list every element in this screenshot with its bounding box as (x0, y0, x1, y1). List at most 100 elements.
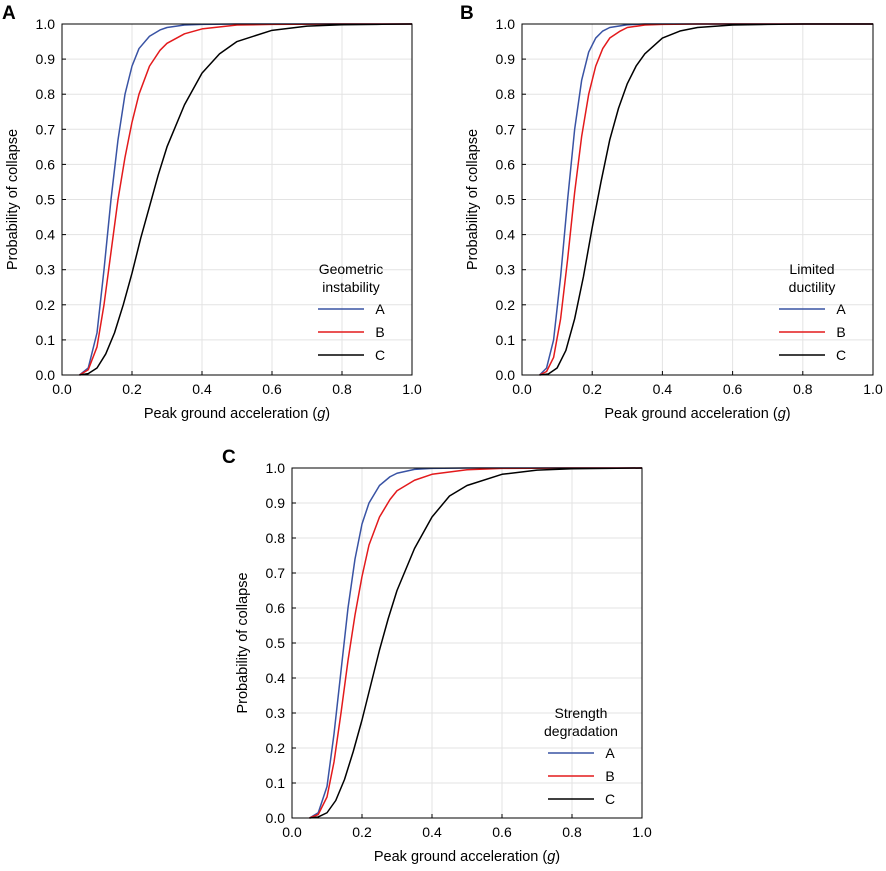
y-tick-label: 0.1 (266, 775, 286, 791)
y-tick-label: 0.8 (36, 86, 56, 102)
y-tick-label: 0.0 (266, 810, 286, 826)
x-tick-label: 0.8 (332, 381, 352, 397)
y-tick-label: 0.9 (496, 51, 516, 67)
panel-letter: A (2, 3, 16, 24)
y-axis-title: Probability of collapse (235, 572, 251, 713)
legend-label-b: B (836, 324, 845, 340)
y-tick-label: 0.7 (36, 121, 56, 137)
legend-title-line: degradation (544, 723, 618, 739)
x-tick-label: 0.6 (262, 381, 282, 397)
legend-title-line: Limited (789, 261, 834, 277)
legend: Strength degradation ABC (544, 705, 618, 807)
legend-label-c: C (836, 347, 846, 363)
y-tick-label: 1.0 (266, 460, 286, 476)
series-line-c (309, 467, 643, 819)
y-tick-label: 0.6 (36, 156, 56, 172)
y-tick-label: 0.3 (36, 262, 56, 278)
x-tick-label: 0.8 (562, 824, 582, 840)
legend-label-c: C (605, 791, 615, 807)
x-axis-title-text: Peak ground acceleration (144, 406, 308, 422)
y-tick-label: 0.5 (36, 192, 56, 208)
y-tick-label: 0.3 (496, 262, 516, 278)
x-axis-title-paren-close: ) (325, 406, 330, 422)
chart-panel-a: A 0.0 0.2 0.4 0.6 0.8 1.0 0.0 0.1 0.2 0.3 0.4 0.5 0.6… (2, 3, 422, 422)
x-tick-label: 0.4 (653, 381, 673, 397)
legend-title-line: Strength (555, 705, 608, 721)
series-line-b (539, 23, 873, 376)
x-axis-title-text: Peak ground acceleration (374, 849, 538, 865)
legend-label-c: C (375, 347, 385, 363)
x-axis-title: Peak ground acceleration (g) (144, 406, 330, 422)
legend-label-b: B (605, 768, 614, 784)
y-tick-label: 0.6 (266, 600, 286, 616)
chart-panel-b: B 0.0 0.2 0.4 0.6 0.8 1.0 0.0 0.1 0.2 0.3 0.4 0.5 0.6… (460, 3, 883, 422)
x-tick-label: 0.2 (582, 381, 602, 397)
y-tick-label: 0.4 (36, 227, 56, 243)
x-axis-title-paren-open: ( (769, 406, 778, 422)
legend-title-line: Geometric (319, 261, 384, 277)
x-axis-title: Peak ground acceleration (g) (374, 849, 560, 865)
y-tick-label: 0.2 (36, 297, 56, 313)
y-tick-label: 0.9 (36, 51, 56, 67)
y-tick-label: 0.0 (496, 367, 516, 383)
y-tick-label: 0.4 (266, 670, 286, 686)
x-tick-label: 0.4 (422, 824, 442, 840)
y-tick-label: 0.3 (266, 705, 286, 721)
x-tick-label: 1.0 (863, 381, 883, 397)
panel-letter: C (222, 447, 236, 468)
y-tick-label: 0.0 (36, 367, 56, 383)
y-tick-label: 0.8 (496, 86, 516, 102)
y-axis-title: Probability of collapse (465, 129, 481, 270)
legend-label-b: B (375, 324, 384, 340)
legend-label-a: A (836, 301, 846, 317)
x-tick-label: 0.0 (52, 381, 72, 397)
x-tick-label: 0.2 (352, 824, 372, 840)
y-axis-title: Probability of collapse (5, 129, 21, 270)
legend-title-line: instability (322, 279, 380, 295)
chart-panel-c: C 0.0 0.2 0.4 0.6 0.8 1.0 0.0 0.1 0.2 0.3 0.4 0.5 0.6… (222, 447, 652, 865)
legend-label-a: A (375, 301, 385, 317)
x-axis-title: Peak ground acceleration (g) (604, 406, 790, 422)
y-tick-label: 0.5 (266, 635, 286, 651)
y-tick-label: 0.7 (496, 121, 516, 137)
y-tick-label: 1.0 (496, 16, 516, 32)
x-tick-label: 0.6 (492, 824, 512, 840)
y-tick-label: 0.6 (496, 156, 516, 172)
y-tick-label: 0.1 (496, 332, 516, 348)
x-axis-title-paren-close: ) (555, 849, 560, 865)
x-tick-label: 0.2 (122, 381, 142, 397)
series-line-c (539, 23, 873, 376)
x-tick-label: 1.0 (632, 824, 652, 840)
x-tick-label: 0.0 (512, 381, 532, 397)
y-tick-label: 0.5 (496, 192, 516, 208)
panel-letter: B (460, 3, 474, 24)
y-tick-label: 0.2 (496, 297, 516, 313)
x-tick-label: 0.4 (192, 381, 212, 397)
x-tick-label: 1.0 (402, 381, 422, 397)
y-tick-label: 0.2 (266, 740, 286, 756)
y-tick-label: 0.4 (496, 227, 516, 243)
legend-label-a: A (605, 745, 615, 761)
x-axis-title-paren-open: ( (538, 849, 547, 865)
y-tick-label: 0.1 (36, 332, 56, 348)
legend: Geometric instability ABC (318, 261, 385, 363)
y-tick-label: 0.9 (266, 495, 286, 511)
y-tick-label: 0.8 (266, 530, 286, 546)
series-line-c (79, 23, 413, 376)
x-axis-title-paren-close: ) (786, 406, 791, 422)
x-axis-title-unit: g (547, 849, 555, 865)
y-tick-label: 0.7 (266, 565, 286, 581)
series-line-b (309, 467, 642, 819)
x-tick-label: 0.0 (282, 824, 302, 840)
x-axis-title-unit: g (778, 406, 786, 422)
series-line-b (79, 23, 412, 376)
y-tick-label: 1.0 (36, 16, 56, 32)
legend-title-line: ductility (789, 279, 836, 295)
x-tick-label: 0.6 (723, 381, 743, 397)
x-axis-title-unit: g (317, 406, 325, 422)
x-axis-title-paren-open: ( (308, 406, 317, 422)
x-tick-label: 0.8 (793, 381, 813, 397)
x-axis-title-text: Peak ground acceleration (604, 406, 768, 422)
